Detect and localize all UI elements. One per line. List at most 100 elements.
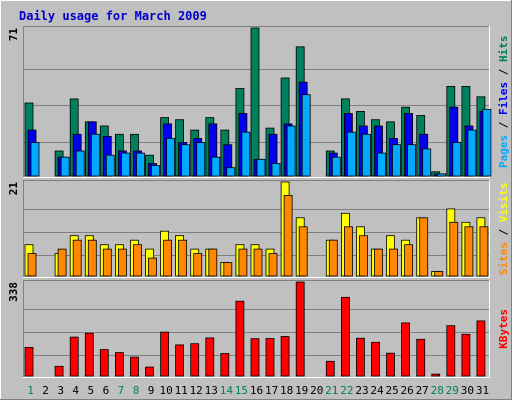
bar-kbytes-day-22	[340, 296, 350, 377]
side-label-part: /	[497, 115, 510, 135]
bar-sites-day-24	[374, 248, 383, 277]
day-label-8: 8	[133, 384, 140, 397]
day-label-5: 5	[87, 384, 94, 397]
bar-sites-day-27	[419, 217, 429, 277]
day-label-23: 23	[355, 384, 368, 397]
bar-sites-day-10	[163, 239, 173, 277]
bar-pages-day-22	[346, 131, 356, 177]
bar-sites-day-29	[449, 221, 459, 277]
bar-pages-day-27	[422, 148, 432, 177]
bar-kbytes-day-1	[24, 346, 34, 377]
panel-bottom: 338 KBytes	[7, 280, 510, 378]
bar-sites-day-21	[328, 239, 338, 277]
axis-max-label: 338	[7, 282, 20, 302]
bar-pages-day-14	[226, 167, 236, 177]
bar-sites-day-14	[223, 262, 233, 277]
side-label-part: Hits	[497, 36, 510, 63]
day-label-19: 19	[295, 384, 308, 397]
bar-pages-day-18	[286, 125, 296, 177]
chart-title: Daily usage for March 2009	[19, 9, 207, 23]
panel-side-label: Pages / Files / Hits	[497, 36, 510, 169]
panel-side-label: KBytes	[497, 309, 510, 349]
bar-pages-day-3	[60, 156, 70, 177]
bar-sites-day-19	[298, 226, 308, 277]
side-label-part: KBytes	[497, 309, 510, 349]
bar-pages-day-25	[392, 144, 401, 177]
day-label-4: 4	[72, 384, 79, 397]
bar-kbytes-day-4	[69, 336, 79, 377]
day-label-20: 20	[310, 384, 323, 397]
bar-sites-day-12	[193, 253, 203, 277]
day-label-28: 28	[431, 384, 444, 397]
day-label-6: 6	[103, 384, 110, 397]
bar-pages-day-11	[181, 144, 191, 177]
side-label-part: Visits	[497, 182, 510, 222]
side-label-part: Files	[497, 82, 510, 115]
side-label-part: Sites	[497, 242, 510, 275]
bar-sites-day-9	[148, 257, 157, 277]
bar-sites-day-7	[118, 248, 127, 277]
bar-kbytes-day-21	[325, 360, 335, 377]
bar-kbytes-day-19	[295, 281, 305, 377]
bar-sites-day-25	[389, 248, 398, 277]
bar-kbytes-day-15	[235, 300, 245, 377]
bar-pages-day-7	[121, 152, 130, 177]
day-label-22: 22	[340, 384, 353, 397]
bar-sites-day-28	[434, 271, 444, 277]
bar-pages-day-21	[331, 156, 341, 177]
bar-kbytes-day-27	[416, 338, 426, 377]
bar-kbytes-day-7	[115, 352, 124, 377]
day-label-25: 25	[385, 384, 398, 397]
bar-sites-day-17	[268, 253, 278, 277]
bar-pages-day-19	[301, 94, 311, 177]
bar-pages-day-6	[105, 154, 115, 177]
day-label-27: 27	[416, 384, 429, 397]
bar-kbytes-day-26	[401, 322, 411, 377]
bar-pages-day-12	[196, 142, 206, 177]
bar-sites-day-13	[208, 248, 218, 277]
day-label-2: 2	[42, 384, 49, 397]
day-label-9: 9	[148, 384, 155, 397]
day-label-18: 18	[280, 384, 293, 397]
bar-pages-day-10	[166, 138, 176, 177]
bar-pages-day-13	[211, 156, 221, 177]
day-label-26: 26	[400, 384, 413, 397]
bar-kbytes-day-13	[205, 337, 215, 377]
bar-kbytes-day-18	[280, 336, 290, 377]
bar-kbytes-day-11	[175, 344, 185, 377]
day-label-24: 24	[370, 384, 384, 397]
bar-pages-day-29	[452, 142, 462, 177]
day-label-14: 14	[220, 384, 234, 397]
day-label-11: 11	[175, 384, 188, 397]
bar-kbytes-day-24	[371, 341, 380, 377]
bar-kbytes-day-12	[190, 343, 200, 377]
bar-pages-day-15	[241, 131, 251, 177]
bar-kbytes-day-8	[130, 356, 139, 377]
day-label-30: 30	[461, 384, 474, 397]
bar-sites-day-26	[404, 244, 414, 277]
day-labels: 1 2 3 4 5 6 7 8 9 10 11 12 13 14 15 16 17 18 19 20 21 22 23 24 2…	[27, 384, 489, 397]
day-label-1: 1	[27, 384, 34, 397]
bar-pages-day-8	[136, 152, 145, 177]
bar-sites-day-3	[57, 248, 67, 277]
bar-sites-day-30	[464, 226, 474, 277]
bar-pages-day-5	[90, 133, 100, 177]
day-label-12: 12	[190, 384, 203, 397]
bar-pages-day-31	[482, 108, 492, 177]
bar-kbytes-day-14	[220, 353, 230, 377]
bar-pages-day-1	[30, 142, 40, 177]
bar-sites-day-6	[102, 248, 112, 277]
day-label-10: 10	[159, 384, 172, 397]
bar-pages-day-30	[467, 129, 477, 177]
chart-panels: 71 Pages / Files / Hits 21 Sites / Visits 33…	[7, 26, 510, 378]
bar-sites-day-4	[72, 239, 82, 277]
bar-sites-day-11	[178, 239, 188, 277]
bar-sites-day-1	[27, 253, 37, 277]
bar-sites-day-15	[238, 248, 248, 277]
bar-sites-day-16	[253, 248, 263, 277]
bar-pages-day-9	[151, 165, 160, 177]
day-label-13: 13	[205, 384, 218, 397]
side-label-part: /	[497, 222, 510, 242]
